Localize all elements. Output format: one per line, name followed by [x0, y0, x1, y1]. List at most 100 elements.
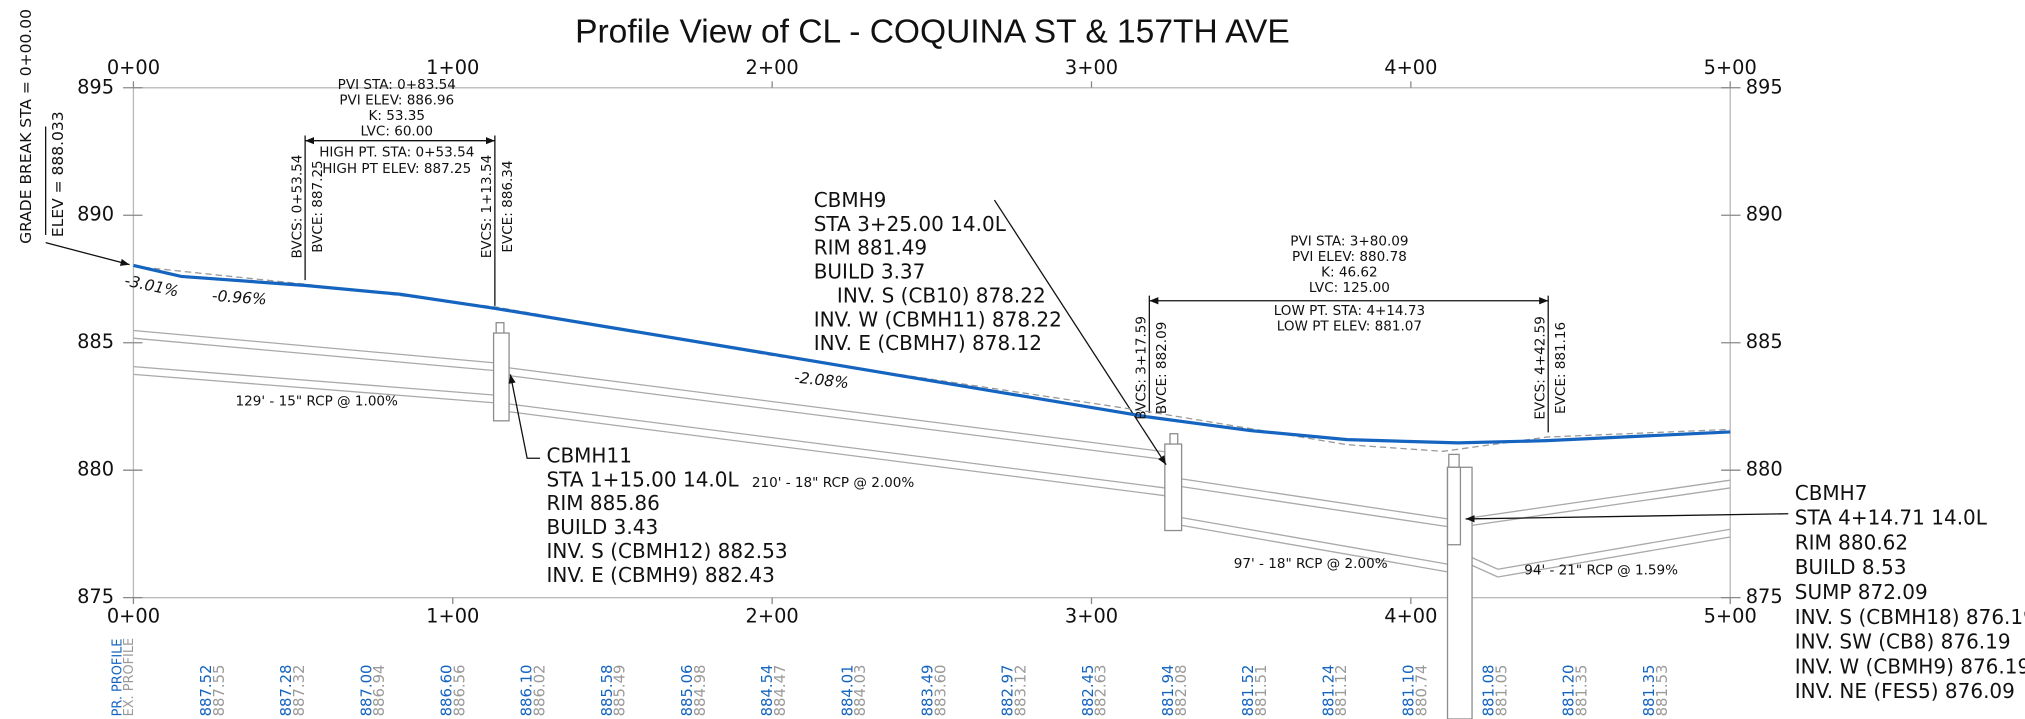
structure-boxes [492, 322, 1473, 719]
vc-evce: EVCE: 886.34 [500, 160, 516, 252]
profile-legend: PR. PROFILE [110, 639, 125, 717]
pipe-label: 94' - 21" RCP @ 1.59% [1524, 563, 1678, 579]
station-label-top: 0+00 [107, 56, 160, 79]
vc-point: HIGH PT ELEV: 887.25 [322, 161, 471, 177]
bottom-elev-proposed: 881.94 [1160, 665, 1177, 717]
bottom-elev-proposed: 881.10 [1400, 665, 1417, 717]
bottom-elev-existing: 882.08 [1173, 665, 1190, 717]
bottom-elev-existing: 881.05 [1494, 665, 1511, 717]
bottom-elev-existing: 885.49 [612, 665, 629, 717]
structure-info: INV. E (CBMH9) 882.43 [547, 563, 775, 587]
structure-info: BUILD 3.37 [814, 260, 926, 284]
vc-point: HIGH PT. STA: 0+53.54 [319, 144, 474, 160]
bottom-elev-existing: 886.94 [371, 665, 388, 717]
bottom-elev-proposed: 884.54 [759, 665, 776, 717]
bottom-elev-existing: 883.12 [1013, 665, 1030, 717]
bottom-elev-existing: 884.03 [852, 665, 869, 717]
bottom-elev-proposed: 881.24 [1320, 665, 1337, 717]
elev-label-right: 895 [1746, 75, 1783, 98]
bottom-elev-proposed: 883.49 [919, 665, 936, 717]
vc-info: K: 53.35 [368, 108, 425, 124]
bottom-elev-existing: 881.35 [1574, 665, 1591, 717]
grade-label: -3.01% [123, 272, 180, 301]
elev-label-left: 885 [77, 330, 114, 353]
bottom-elev-proposed: 887.28 [278, 665, 295, 717]
grade-label: -2.08% [793, 368, 849, 392]
bottom-elev-proposed: 886.10 [519, 665, 536, 717]
vc-bvce: BVCE: 887.25 [310, 160, 326, 252]
structure-info: CBMH11 [547, 443, 632, 467]
station-label-bottom: 5+00 [1704, 605, 1757, 628]
elev-label-right: 890 [1746, 203, 1783, 226]
vc-evcs: EVCS: 4+42.59 [1532, 316, 1548, 420]
vc-info: PVI STA: 3+80.09 [1290, 233, 1408, 249]
bottom-elev-proposed: 881.35 [1641, 665, 1658, 717]
station-label-top: 1+00 [426, 56, 479, 79]
bottom-elev-existing: 881.12 [1333, 665, 1350, 717]
pipe-label: 210' - 18" RCP @ 2.00% [752, 475, 915, 491]
structure-info: RIM 881.49 [814, 236, 927, 260]
structure-info: RIM 880.62 [1795, 530, 1908, 554]
bottom-elev-existing: 884.47 [772, 665, 789, 717]
proposed-profile [133, 263, 1731, 445]
leaders [45, 126, 1789, 523]
bottom-elev-proposed: 882.45 [1080, 665, 1097, 717]
bottom-elev-proposed: 882.97 [1000, 665, 1017, 717]
structure-info: CBMH9 [814, 188, 887, 212]
grade-label: -0.96% [211, 287, 267, 309]
structure-info: STA 3+25.00 14.0L [814, 212, 1007, 236]
bottom-elev-existing: 883.60 [932, 665, 949, 717]
vc-info: LVC: 125.00 [1309, 280, 1390, 296]
vc-point: LOW PT ELEV: 881.07 [1277, 319, 1422, 335]
station-label-bottom: 3+00 [1065, 605, 1118, 628]
bottom-elev-proposed: 881.52 [1240, 665, 1257, 717]
title: Profile View of CL - COQUINA ST & 157TH … [575, 13, 1290, 50]
profile-legend: EX. PROFILE [122, 638, 137, 717]
structure-info: CBMH7 [1795, 481, 1868, 505]
vc-bvcs: BVCS: 0+53.54 [289, 155, 305, 259]
grade-break-station: GRADE BREAK STA = 0+00.00 [17, 9, 35, 244]
structure-info: INV. S (CB10) 878.22 [837, 283, 1046, 307]
pipe-label: 129' - 15" RCP @ 1.00% [236, 393, 399, 409]
bottom-elev-proposed: 887.00 [358, 665, 375, 717]
bottom-elev-proposed: 881.08 [1481, 665, 1498, 717]
bottom-elev-existing: 886.02 [532, 665, 549, 717]
structure-info: INV. S (CBMH12) 882.53 [547, 539, 788, 563]
pipes [133, 329, 1731, 578]
structure-info: BUILD 3.43 [547, 515, 659, 539]
vc-info: PVI ELEV: 886.96 [339, 93, 454, 109]
bottom-elev-existing: 887.55 [211, 665, 228, 717]
structure-info: INV. SW (CB8) 876.19 [1795, 630, 2011, 654]
structure-info: STA 4+14.71 14.0L [1795, 506, 1988, 530]
bottom-elev-existing: 881.53 [1654, 665, 1671, 717]
structure-info: SUMP 872.09 [1795, 580, 1928, 604]
vc-info: PVI ELEV: 880.78 [1292, 249, 1407, 265]
vc-info: PVI STA: 0+83.54 [338, 77, 456, 93]
structure-info: INV. E (CBMH7) 878.12 [814, 331, 1042, 355]
structure-info: STA 1+15.00 14.0L [547, 467, 740, 491]
bottom-elev-proposed: 881.20 [1561, 665, 1578, 717]
vc-info: LVC: 60.00 [361, 124, 433, 140]
elev-label-left: 895 [77, 75, 114, 98]
bottom-elev-proposed: 885.58 [599, 665, 616, 717]
bottom-elev-proposed: 886.60 [438, 665, 455, 717]
structure-info: INV. W (CBMH11) 878.22 [814, 307, 1062, 331]
bottom-elev-proposed: 884.01 [839, 665, 856, 717]
station-label-bottom: 1+00 [426, 605, 479, 628]
bottom-elev-proposed: 887.52 [198, 665, 215, 717]
elev-label-right: 880 [1746, 458, 1783, 481]
structure-info: INV. NE (FES5) 876.09 [1795, 679, 2015, 703]
station-label-bottom: 4+00 [1384, 605, 1437, 628]
structure-info: RIM 885.86 [547, 491, 660, 515]
structure-info: INV. S (CBMH18) 876.19 [1795, 605, 2025, 629]
vc-bvce: BVCE: 882.09 [1154, 322, 1170, 414]
bottom-elev-existing: 881.51 [1253, 665, 1270, 717]
existing-profile [133, 265, 1731, 452]
structure-info: BUILD 8.53 [1795, 555, 1907, 579]
bottom-elev-existing: 882.63 [1093, 665, 1110, 717]
bottom-elev-existing: 884.98 [692, 665, 709, 717]
elev-label-left: 875 [77, 585, 114, 608]
vc-bvcs: BVCS: 3+17.59 [1134, 316, 1150, 420]
